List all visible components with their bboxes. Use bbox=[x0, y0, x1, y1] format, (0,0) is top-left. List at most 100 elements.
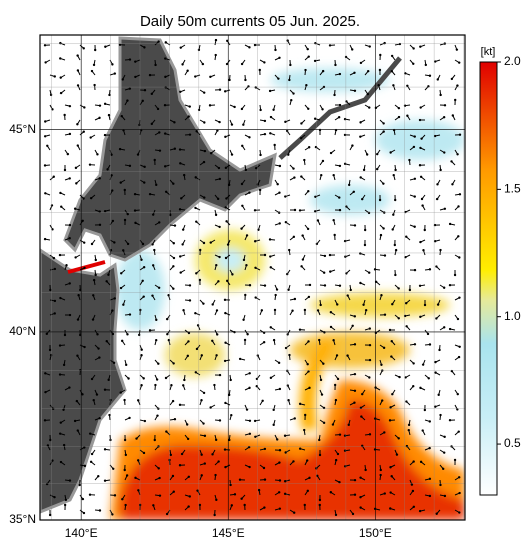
arrow-head bbox=[128, 58, 132, 61]
arrow-head bbox=[215, 263, 218, 267]
arrow-head bbox=[141, 279, 144, 282]
arrow-head bbox=[407, 428, 410, 432]
arrow-head bbox=[173, 147, 177, 150]
arrow-head bbox=[156, 414, 159, 417]
arrow-head bbox=[353, 89, 357, 92]
arrow-head bbox=[318, 128, 322, 132]
arrow-head bbox=[291, 309, 294, 312]
arrow-head bbox=[58, 432, 62, 435]
arrow-head bbox=[364, 308, 368, 312]
arrow-head bbox=[76, 354, 79, 357]
arrow-head bbox=[120, 272, 123, 275]
arrow-head bbox=[89, 136, 92, 139]
arrow-head bbox=[230, 504, 234, 507]
arrow-head bbox=[359, 496, 362, 499]
arrow-head bbox=[261, 399, 264, 402]
arrow-head bbox=[123, 438, 127, 442]
arrow-head bbox=[458, 256, 461, 259]
arrow-head bbox=[68, 479, 72, 482]
arrow-head bbox=[76, 54, 79, 57]
arrow-head bbox=[347, 423, 350, 427]
arrow-head bbox=[118, 147, 122, 151]
arrow-head bbox=[68, 132, 72, 136]
arrow-head bbox=[217, 460, 220, 463]
arrow-head bbox=[351, 144, 354, 147]
arrow-head bbox=[243, 503, 246, 507]
arrow-head bbox=[248, 191, 251, 194]
arrow-head bbox=[186, 354, 190, 358]
arrow-head bbox=[68, 237, 71, 240]
arrow-head bbox=[365, 153, 369, 156]
arrow-head bbox=[368, 376, 371, 379]
arrow-head bbox=[269, 266, 272, 269]
colorbar-tick-label: 2.0 bbox=[504, 54, 521, 68]
arrow-head bbox=[304, 68, 307, 72]
arrow-head bbox=[412, 460, 415, 463]
arrow-head bbox=[93, 48, 97, 52]
arrow-head bbox=[334, 398, 338, 402]
arrow-head bbox=[361, 444, 364, 448]
arrow-head bbox=[397, 106, 401, 110]
arrow-head bbox=[419, 386, 422, 390]
arrow-head bbox=[301, 258, 305, 261]
arrow-head bbox=[89, 460, 93, 464]
arrow-head bbox=[148, 329, 152, 332]
arrow-head bbox=[158, 131, 161, 134]
arrow-head bbox=[443, 207, 447, 210]
arrow-head bbox=[223, 359, 227, 363]
arrow-head bbox=[351, 512, 355, 516]
arrow-head bbox=[247, 445, 251, 449]
arrow-head bbox=[195, 220, 198, 223]
arrow-head bbox=[441, 467, 445, 471]
arrow-head bbox=[388, 328, 392, 332]
arrow-head bbox=[202, 302, 205, 305]
arrow-head bbox=[218, 120, 221, 124]
arrow-head bbox=[338, 196, 341, 199]
arrow-head bbox=[361, 197, 364, 201]
arrow-head bbox=[164, 41, 167, 44]
arrow-head bbox=[216, 333, 219, 336]
arrow-head bbox=[153, 158, 156, 162]
arrow-head bbox=[353, 224, 357, 227]
arrow-head bbox=[64, 498, 68, 502]
arrow-head bbox=[379, 473, 382, 477]
arrow-head bbox=[152, 504, 155, 507]
arrow-head bbox=[93, 83, 96, 87]
arrow-head bbox=[164, 376, 168, 380]
arrow-head bbox=[81, 393, 84, 396]
arrow-head bbox=[306, 47, 309, 51]
arrow-head bbox=[286, 39, 289, 42]
arrow-head bbox=[277, 211, 281, 214]
arrow-head bbox=[187, 115, 190, 118]
arrow-head bbox=[194, 371, 197, 374]
arrow-head bbox=[76, 123, 79, 126]
arrow-head bbox=[307, 340, 310, 343]
arrow-head bbox=[44, 192, 47, 195]
arrow-head bbox=[240, 62, 244, 66]
arrow-head bbox=[418, 164, 422, 167]
arrow-head bbox=[230, 123, 234, 126]
arrow-head bbox=[412, 384, 415, 388]
arrow-head bbox=[90, 69, 94, 73]
arrow-head bbox=[284, 451, 287, 454]
arrow-head bbox=[148, 73, 152, 77]
arrow-head bbox=[418, 509, 422, 513]
arrow-head bbox=[238, 357, 242, 361]
arrow-head bbox=[368, 271, 371, 274]
arrow-head bbox=[244, 168, 248, 172]
arrow-head bbox=[456, 84, 459, 87]
arrow-head bbox=[368, 45, 371, 48]
arrow-head bbox=[59, 296, 62, 300]
arrow-head bbox=[253, 240, 257, 243]
arrow-head bbox=[394, 168, 397, 172]
arrow-head bbox=[419, 45, 422, 48]
arrow-head bbox=[338, 481, 341, 484]
arrow-head bbox=[113, 297, 116, 300]
arrow-head bbox=[225, 62, 229, 66]
arrow-head bbox=[138, 123, 141, 127]
arrow-head bbox=[248, 465, 251, 469]
arrow-head bbox=[329, 491, 333, 494]
arrow-head bbox=[151, 243, 154, 246]
arrow-head bbox=[338, 433, 342, 436]
